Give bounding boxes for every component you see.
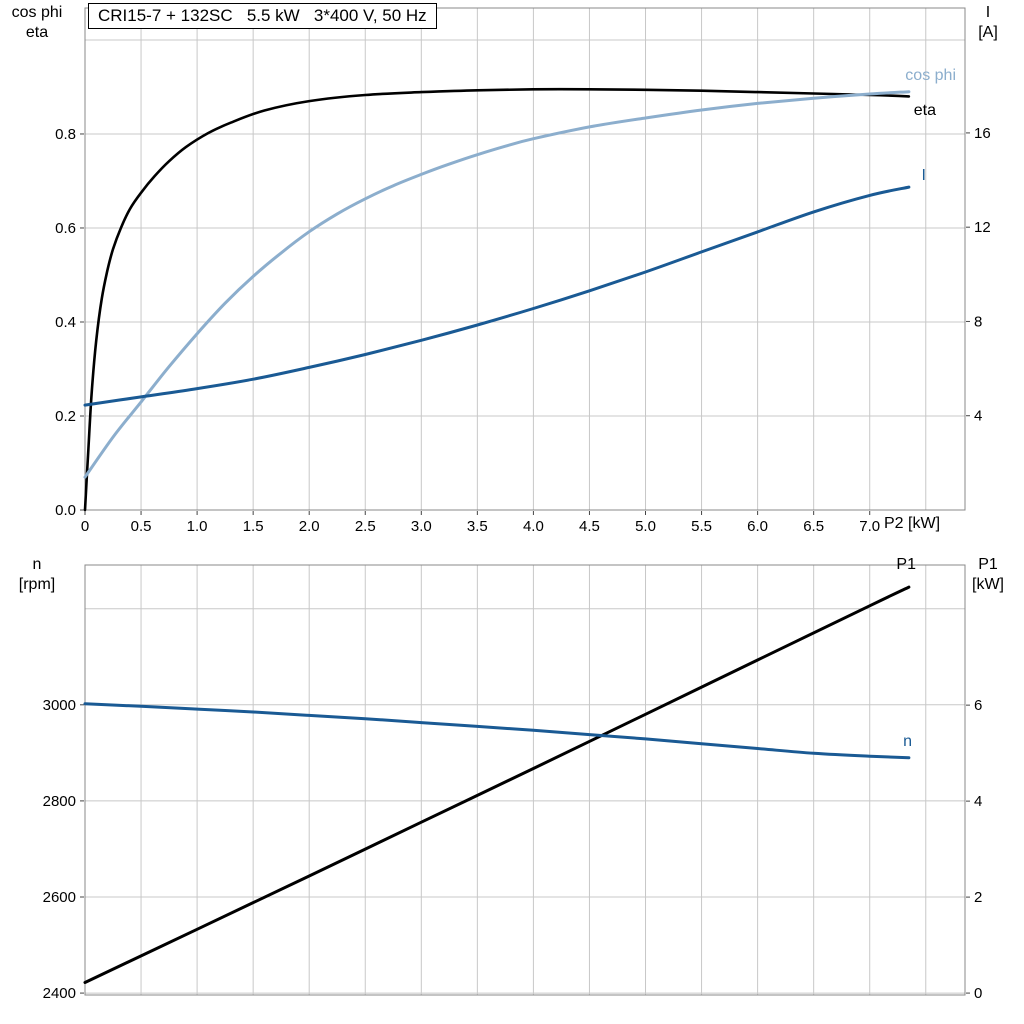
chart-plot: 0.0 0.2 0.4 0.6 0.8 4 8 12 16 0 0.5 1.0 1.5 2.0 2.5 3.0… xyxy=(55,7,991,535)
x-axis-label: P2 [kW] xyxy=(884,515,941,532)
tick-label: 0 xyxy=(81,518,89,535)
curve-label-n: n xyxy=(903,733,912,750)
top-right-axis-title: I [A] xyxy=(958,3,1018,43)
tick-label: 0.8 xyxy=(55,126,76,143)
plot-border xyxy=(84,564,966,996)
tick-label: 0.6 xyxy=(55,220,76,237)
p1-unit-label: [kW] xyxy=(972,576,1004,593)
tick-label: 2.0 xyxy=(299,518,320,535)
bottom-right-axis-title: P1 [kW] xyxy=(958,555,1018,595)
tick-label: 3000 xyxy=(43,697,76,714)
tick-label: 0.2 xyxy=(55,408,76,425)
chart-plot: 2400 2600 2800 3000 0 2 4 6 xyxy=(43,564,982,1002)
top-left-axis-title: cos phi eta xyxy=(2,3,72,43)
tick-label: 4 xyxy=(974,408,982,425)
i-curve xyxy=(83,185,911,407)
tick-label: 2600 xyxy=(43,889,76,906)
tick-label: 4.5 xyxy=(579,518,600,535)
chart-title: CRI15-7 + 132SC 5.5 kW 3*400 V, 50 Hz xyxy=(88,3,437,29)
cos-phi-curve xyxy=(83,90,911,479)
tick-label: 4 xyxy=(974,793,982,810)
tick-label: 0 xyxy=(974,985,982,1002)
cos-phi-axis-label: cos phi xyxy=(11,4,63,21)
tick-label: 6.5 xyxy=(803,518,824,535)
tick-label: 6 xyxy=(974,697,982,714)
tick-label: 12 xyxy=(974,219,991,236)
tick-label: 1.5 xyxy=(243,518,264,535)
tick-label: 4.0 xyxy=(523,518,544,535)
tick-label: 2.5 xyxy=(355,518,376,535)
tick-label: 7.0 xyxy=(859,518,880,535)
tick-label: 0.5 xyxy=(131,518,152,535)
curve-label-eta: eta xyxy=(913,102,936,119)
speed-axis-label: n xyxy=(32,556,42,573)
tick-label: 2800 xyxy=(43,793,76,810)
tick-label: 6.0 xyxy=(747,518,768,535)
eta-curve xyxy=(83,87,911,512)
p1-curve xyxy=(83,585,911,984)
tick-label: 8 xyxy=(974,313,982,330)
current-unit-label: [A] xyxy=(978,24,998,41)
curve-label-current: I xyxy=(921,167,926,184)
tick-label: 1.0 xyxy=(187,518,208,535)
p1-axis-label: P1 xyxy=(978,556,998,573)
tick-label: 16 xyxy=(974,125,991,142)
speed-unit-label: [rpm] xyxy=(18,576,56,593)
current-axis-label: I xyxy=(985,4,991,21)
tick-label: 3.0 xyxy=(411,518,432,535)
n-curve xyxy=(83,702,911,760)
eta-axis-label: eta xyxy=(25,24,49,41)
tick-label: 5.0 xyxy=(635,518,656,535)
plot-border xyxy=(84,7,966,511)
tick-label: 2400 xyxy=(43,985,76,1002)
tick-label: 5.5 xyxy=(691,518,712,535)
tick-label: 2 xyxy=(974,889,982,906)
bottom-left-axis-title: n [rpm] xyxy=(2,555,72,595)
tick-label: 0.0 xyxy=(55,502,76,519)
tick-label: 0.4 xyxy=(55,314,76,331)
tick-label: 3.5 xyxy=(467,518,488,535)
curve-label-p1: P1 xyxy=(896,556,916,573)
curve-label-cos-phi: cos phi xyxy=(905,67,956,84)
